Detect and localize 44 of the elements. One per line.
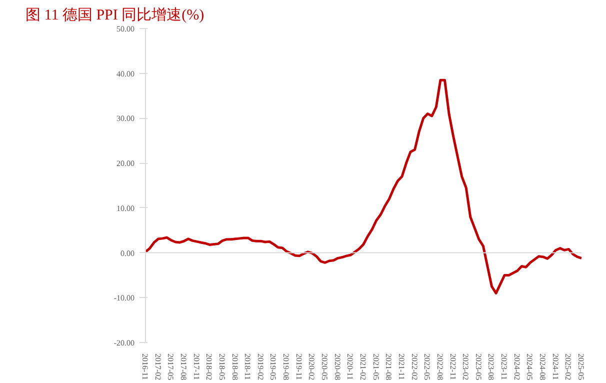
x-tick-label: 2020-08 [332,354,342,380]
y-tick-label: 40.00 [116,69,134,78]
x-tick-label: 2018-02 [204,354,214,380]
x-tick-label: 2024-08 [538,354,548,380]
x-tick-label: 2016-11 [140,354,150,380]
x-tick-label: 2023-02 [461,354,470,380]
x-tick-label: 2023-08 [486,354,496,380]
y-tick-label: 20.00 [116,159,134,168]
x-tick-label: 2021-05 [371,354,380,380]
x-tick-label: 2023-11 [500,354,509,380]
y-tick-label: 0.00 [120,248,134,258]
x-tick-label: 2017-08 [178,354,188,380]
y-tick-label: -20.00 [114,338,135,348]
y-tick-label: -10.00 [114,294,135,303]
x-tick-label: 2019-11 [294,354,304,380]
x-tick-label: 2017-02 [153,354,162,380]
x-tick-label: 2022-02 [410,354,419,380]
x-tick-label: 2020-11 [346,354,355,380]
x-tick-label: 2022-08 [435,354,444,380]
x-tick-label: 2022-11 [448,354,458,380]
x-tick-label: 2020-02 [307,354,316,380]
x-tick-label: 2023-05 [474,354,483,380]
x-tick-label: 2017-05 [166,354,176,380]
x-tick-label: 2025-05 [576,354,586,380]
x-tick-label: 2017-11 [192,354,201,380]
x-tick-label: 2018-05 [217,354,226,380]
x-tick-label: 2022-05 [422,354,432,380]
x-tick-label: 2024-11 [550,354,560,380]
chart-title: 图 11 德国 PPI 同比增速(%) [26,6,204,24]
x-tick-label: 2024-02 [512,354,522,380]
x-tick-label: 2019-05 [268,354,278,380]
x-tick-label: 2019-08 [282,354,291,380]
y-tick-label: 10.00 [116,204,134,213]
x-tick-label: 2024-05 [525,354,534,380]
x-tick-label: 2021-11 [396,354,406,380]
x-tick-label: 2019-02 [256,354,265,380]
x-tick-label: 2020-05 [320,354,330,380]
x-tick-label: 2025-02 [564,354,573,380]
x-tick-label: 2018-11 [243,354,252,380]
x-tick-label: 2021-08 [384,354,394,380]
y-tick-label: 50.00 [116,24,134,34]
x-tick-label: 2018-08 [230,354,240,380]
y-tick-label: 30.00 [116,114,134,124]
x-tick-label: 2021-02 [358,354,368,380]
